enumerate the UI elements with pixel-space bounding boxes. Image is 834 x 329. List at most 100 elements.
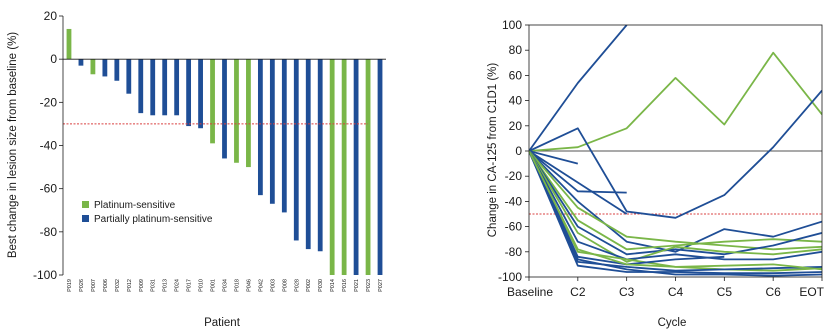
- ca125-series-10: [529, 150, 822, 256]
- bar-P026: [78, 59, 84, 66]
- line-chart-ytick-label: -60: [505, 220, 523, 234]
- line-chart-series: [529, 25, 822, 277]
- ca125-series-7: [529, 150, 822, 253]
- bar-chart-xtick-label: P027: [378, 279, 384, 292]
- line-chart-ylabel: Change in CA-125 from C1D1 (%): [487, 63, 499, 238]
- bar-chart-ytick-label: 20: [44, 9, 58, 23]
- bar-chart-xticks: P019 P026 P007 P006 P032 P012 P009 P031 P013 P024…: [67, 279, 384, 292]
- bar-P042: [257, 59, 263, 196]
- bar-P028: [293, 59, 299, 241]
- bar-chart-xtick-label: P007: [91, 279, 97, 292]
- legend-label-sensitive: Platinum-sensitive: [94, 200, 176, 211]
- line-chart-ytick-label: 60: [509, 68, 523, 82]
- bar-P009: [138, 59, 144, 114]
- ca125-series-16: [529, 150, 822, 275]
- bar-P013: [162, 59, 168, 116]
- ca125-series-11: [529, 150, 822, 263]
- bar-chart-xtick-label: P046: [246, 279, 252, 292]
- ca125-series-17: [529, 150, 822, 277]
- ca125-series-12: [529, 150, 822, 261]
- bar-P023: [365, 59, 371, 275]
- ca125-series-8: [529, 150, 822, 251]
- bar-chart-xtick-label: P006: [103, 279, 109, 292]
- bar-P014: [329, 59, 335, 275]
- bar-chart-xtick-label: P042: [258, 279, 264, 292]
- bar-chart-xtick-label: P028: [294, 279, 300, 292]
- bar-chart-ytick-label: -60: [40, 182, 58, 196]
- ca125-series-9: [529, 150, 822, 251]
- bar-chart-xtick-label: P030: [318, 279, 324, 292]
- bar-chart-xtick-label: P012: [127, 279, 133, 292]
- line-chart-xtick-label: Baseline: [507, 285, 553, 299]
- bar-P006: [102, 59, 108, 77]
- line-chart-xtick-label: C6: [765, 285, 781, 299]
- ca125-series-14: [529, 150, 725, 266]
- bar-P024: [174, 59, 180, 116]
- ca125-series-6: [529, 150, 628, 215]
- line-chart-ytick-label: 40: [509, 94, 523, 108]
- bar-chart-xtick-label: P032: [115, 279, 121, 292]
- bar-chart-xtick-label: P034: [223, 279, 229, 292]
- line-chart-ytick-label: -80: [505, 245, 523, 259]
- ca125-series-2: [529, 51, 822, 152]
- bar-P007: [90, 59, 96, 75]
- bar-chart-ytick-label: -20: [40, 95, 58, 109]
- bar-P019: [66, 28, 72, 60]
- line-chart-ytick-label: -100: [498, 270, 522, 284]
- bar-P034: [222, 59, 227, 159]
- bar-chart-ytick-label: 0: [50, 52, 57, 66]
- bar-P030: [317, 59, 323, 252]
- bar-chart-xtick-label: P021: [354, 279, 360, 292]
- bar-P032: [114, 59, 120, 81]
- ca125-series-4: [529, 150, 579, 165]
- ca125-series-3: [529, 89, 822, 219]
- legend-label-partial: Partially platinum-sensitive: [94, 214, 213, 225]
- bar-chart-xlabel: Patient: [204, 317, 241, 329]
- line-chart-ytick-label: 0: [515, 144, 522, 158]
- bar-chart-xtick-label: P013: [163, 279, 169, 292]
- bar-chart-ytick-label: -80: [40, 225, 58, 239]
- line-chart-xlabel: Cycle: [658, 317, 687, 329]
- bar-P010: [198, 59, 203, 129]
- line-chart-ytick-label: 80: [509, 43, 523, 57]
- bar-P031: [150, 59, 156, 116]
- ca125-line-chart: Change in CA-125 from C1D1 (%) Cycle 100…: [487, 18, 825, 329]
- bar-chart-xtick-label: P016: [342, 279, 348, 292]
- bar-chart-ylabel: Best change in lesion size from baseline…: [7, 32, 19, 258]
- line-chart-ytick-label: 100: [502, 18, 522, 32]
- lesion-bar-chart: Best change in lesion size from baseline…: [7, 9, 386, 329]
- bar-chart-xtick-label: P010: [199, 279, 205, 292]
- bar-chart-xtick-label: P003: [270, 279, 276, 292]
- bar-chart-xtick-label: P019: [67, 279, 73, 292]
- bar-P012: [126, 59, 132, 94]
- bar-chart-xtick-label: P026: [79, 279, 85, 292]
- bar-P027: [377, 59, 383, 275]
- legend-swatch-sensitive: [82, 201, 89, 208]
- bar-chart-ytick-label: -100: [33, 268, 57, 282]
- bar-P021: [353, 59, 359, 275]
- ca125-series-15: [529, 150, 822, 272]
- bar-chart-bars: [66, 28, 383, 275]
- line-chart-xtick-label: EOT: [799, 285, 824, 299]
- bar-chart-xtick-label: P017: [187, 279, 193, 292]
- line-chart-xticks: Baseline C2 C3 C4 C5 C6 EOT: [507, 277, 825, 299]
- bar-chart-xtick-label: P023: [366, 279, 372, 292]
- line-chart-ytick-label: 20: [509, 119, 523, 133]
- line-chart-xtick-label: C5: [717, 285, 733, 299]
- bar-chart-xtick-label: P014: [330, 279, 336, 292]
- line-chart-yticks: 100 80 60 40 20 0 -20 -40 -60 -80 -100: [498, 18, 529, 284]
- bar-chart-ytick-label: -40: [40, 139, 58, 153]
- line-chart-xtick-label: C2: [570, 285, 586, 299]
- line-chart-ytick-label: -20: [505, 169, 523, 183]
- line-chart-frame: [528, 24, 823, 278]
- ca125-series-18: [529, 150, 822, 271]
- bar-chart-legend: Platinum-sensitive Partially platinum-se…: [82, 200, 213, 225]
- line-chart-xtick-label: C3: [619, 285, 635, 299]
- bar-P046: [246, 59, 251, 168]
- bar-P018: [234, 59, 239, 163]
- ca125-series-5: [529, 150, 627, 194]
- bar-chart-xtick-label: P001: [211, 279, 217, 292]
- bar-chart-xtick-label: P018: [234, 279, 240, 292]
- bar-P001: [210, 59, 215, 144]
- bar-chart-xtick-label: P009: [139, 279, 145, 292]
